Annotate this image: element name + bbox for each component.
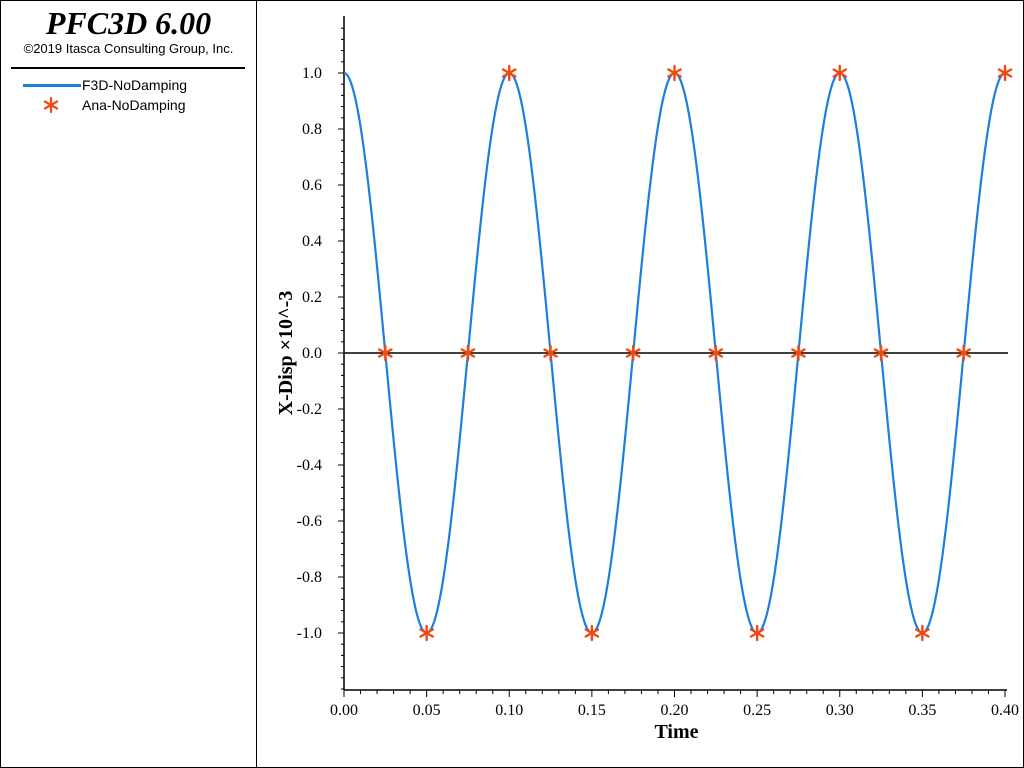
data-point-marker bbox=[749, 624, 765, 642]
data-point-marker bbox=[956, 344, 971, 362]
data-point-marker bbox=[378, 344, 393, 362]
legend-panel: PFC3D 6.00 ©2019 Itasca Consulting Group… bbox=[1, 1, 257, 767]
y-tick-label: -0.6 bbox=[297, 513, 322, 530]
copyright-text: ©2019 Itasca Consulting Group, Inc. bbox=[23, 41, 234, 56]
legend-line-swatch bbox=[23, 84, 81, 87]
marker-stroke bbox=[708, 348, 724, 358]
legend-item-ana: Ana-NoDamping bbox=[1, 95, 256, 115]
app-title: PFC3D 6.00 bbox=[45, 5, 212, 41]
chart-labels: 1.0 0.8 0.6 0.4 0.2 0.0 -0.2 -0.4 -0.6 -0.8 -1.0 0.… bbox=[275, 65, 1019, 743]
legend-separator bbox=[11, 67, 245, 69]
data-point-marker bbox=[501, 64, 517, 82]
x-tick-label: 0.15 bbox=[578, 702, 606, 719]
y-tick-label: 0.4 bbox=[302, 233, 322, 250]
data-point-marker bbox=[543, 344, 558, 362]
chart-axes bbox=[338, 16, 1008, 697]
data-point-marker bbox=[791, 344, 806, 362]
y-tick-label: 0.6 bbox=[302, 177, 322, 194]
x-tick-label: 0.35 bbox=[908, 702, 936, 719]
marker-stroke bbox=[749, 628, 765, 638]
y-tick-label: -0.4 bbox=[297, 457, 322, 474]
marker-stroke bbox=[501, 68, 517, 78]
y-tick-label: 0.8 bbox=[302, 121, 322, 138]
x-tick-label: 0.05 bbox=[413, 702, 441, 719]
x-tick-label: 0.00 bbox=[330, 702, 358, 719]
legend-label-ana: Ana-NoDamping bbox=[82, 97, 186, 113]
x-tick-label: 0.40 bbox=[991, 702, 1019, 719]
data-point-marker bbox=[708, 344, 724, 362]
marker-stroke bbox=[873, 348, 889, 358]
x-tick-label: 0.10 bbox=[495, 702, 523, 719]
marker-stroke bbox=[832, 68, 848, 78]
data-point-marker bbox=[873, 344, 889, 362]
data-point-marker bbox=[584, 624, 600, 642]
data-point-marker bbox=[460, 344, 476, 362]
chart-area: 1.0 0.8 0.6 0.4 0.2 0.0 -0.2 -0.4 -0.6 -0.8 -1.0 0.… bbox=[275, 16, 1019, 743]
x-tick-label: 0.20 bbox=[661, 702, 689, 719]
y-tick-label: -0.2 bbox=[297, 401, 322, 418]
marker-stroke bbox=[625, 348, 641, 358]
marker-stroke bbox=[543, 348, 558, 358]
marker-stroke bbox=[956, 348, 971, 358]
marker-stroke bbox=[915, 628, 930, 638]
data-point-marker bbox=[625, 344, 641, 362]
y-tick-label: 0.0 bbox=[302, 345, 322, 362]
x-tick-label: 0.30 bbox=[826, 702, 854, 719]
data-point-marker bbox=[997, 64, 1013, 82]
x-axis-title: Time bbox=[654, 721, 698, 743]
marker-stroke bbox=[460, 348, 476, 358]
marker-stroke bbox=[378, 348, 393, 358]
marker-stroke bbox=[791, 348, 806, 358]
y-tick-label: 0.2 bbox=[302, 289, 322, 306]
marker-stroke bbox=[419, 628, 434, 638]
marker-stroke bbox=[997, 68, 1013, 78]
y-tick-label: 1.0 bbox=[302, 65, 322, 82]
series-ana-nodamping bbox=[378, 64, 1013, 642]
marker-stroke bbox=[667, 68, 682, 78]
y-axis-title: X-Disp ×10^-3 bbox=[275, 291, 297, 416]
y-tick-label: -0.8 bbox=[297, 569, 322, 586]
legend-item-f3d: F3D-NoDamping bbox=[1, 75, 256, 95]
asterisk-icon bbox=[43, 96, 59, 114]
data-point-marker bbox=[915, 624, 930, 642]
y-tick-label: -1.0 bbox=[297, 625, 322, 642]
x-tick-label: 0.25 bbox=[743, 702, 771, 719]
data-point-marker bbox=[832, 64, 848, 82]
legend-label-f3d: F3D-NoDamping bbox=[82, 77, 188, 93]
marker-stroke bbox=[584, 628, 600, 638]
data-point-marker bbox=[419, 624, 434, 642]
data-point-marker bbox=[667, 64, 682, 82]
